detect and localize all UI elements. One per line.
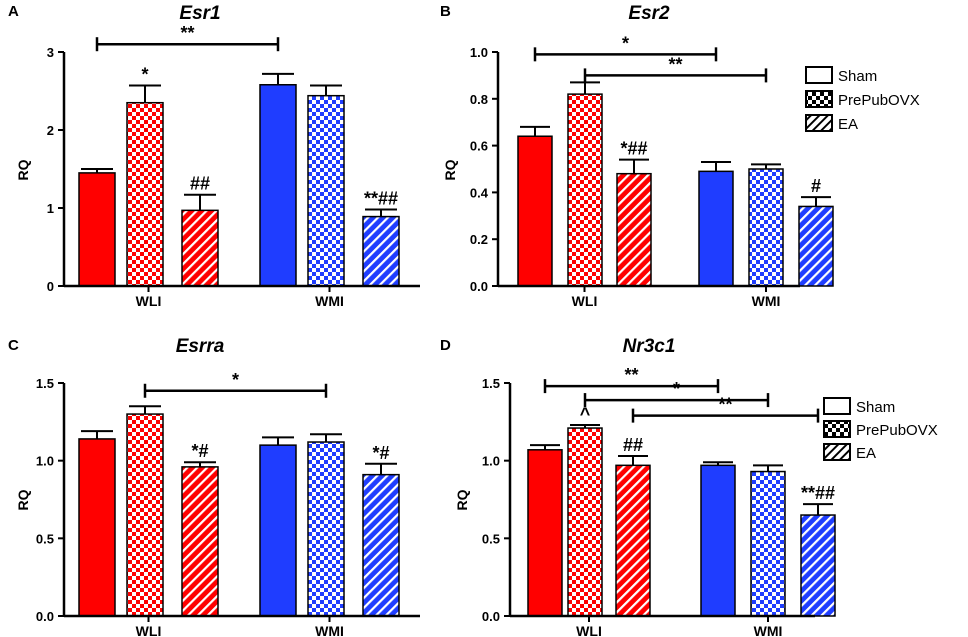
bar-wli-prepubovx (567, 427, 603, 617)
significance-label: **## (801, 483, 835, 503)
panel-letter: A (8, 3, 19, 20)
significance-label: ## (623, 435, 643, 455)
y-tick-label: 0 (47, 279, 54, 294)
bar-wli-ea (181, 209, 219, 287)
y-tick-label: 1.5 (482, 376, 500, 391)
group-label-wli: WLI (576, 623, 602, 637)
y-tick-label: 1.0 (36, 454, 54, 469)
significance-label: # (811, 176, 821, 196)
legend-label-ea: EA (838, 116, 858, 133)
bracket-label: ** (718, 395, 732, 415)
y-axis-label: RQ (454, 489, 470, 510)
bar-wmi-sham (259, 444, 297, 617)
bar-wmi-prepubovx (307, 94, 345, 287)
bar-wmi-sham (259, 84, 297, 287)
panel-a: A Esr1 RQ * ## **## 0 1 2 3 WLI WMI ** (8, 3, 420, 309)
y-tick-label: 1 (47, 201, 54, 216)
y-tick-label: 2 (47, 123, 54, 138)
legend-label-prepubovx: PrePubOVX (856, 422, 938, 439)
significance-label: *# (372, 443, 389, 463)
bar-wli-ea (181, 466, 219, 617)
chart-title: Esr2 (628, 3, 670, 24)
y-tick-label: 0.5 (482, 531, 500, 546)
bar-wmi-sham (698, 170, 734, 287)
legend-top: Sham PrePubOVX EA (805, 66, 920, 133)
y-tick-label: 1.0 (470, 45, 488, 60)
legend-label-prepubovx: PrePubOVX (838, 92, 920, 109)
y-axis-label: RQ (442, 159, 458, 180)
significance-label: *## (620, 139, 647, 159)
bar-wmi-prepubovx (307, 441, 345, 617)
y-tick-label: 0.0 (470, 279, 488, 294)
bar-wli-prepubovx (126, 413, 164, 617)
legend-swatch-sham (823, 397, 851, 415)
bar-wli-sham (517, 135, 553, 287)
y-axis-label: RQ (15, 489, 31, 510)
bar-wli-sham (78, 172, 116, 287)
legend-label-ea: EA (856, 445, 876, 462)
bracket-label: ** (668, 54, 682, 74)
y-tick-label: 0.0 (36, 609, 54, 624)
y-tick-label: 0.6 (470, 139, 488, 154)
panel-letter: B (440, 3, 451, 20)
y-tick-label: 3 (47, 45, 54, 60)
y-axis-label: RQ (15, 159, 31, 180)
bracket-label: ** (624, 365, 638, 385)
y-tick-label: 1.5 (36, 376, 54, 391)
bar-wli-ea (616, 172, 652, 287)
bar-wli-sham (527, 449, 563, 617)
group-label-wli: WLI (572, 293, 598, 309)
y-tick-label: 0.4 (470, 185, 489, 200)
group-label-wmi: WMI (315, 623, 344, 637)
legend-swatch-sham (805, 66, 833, 84)
legend-label-sham: Sham (856, 399, 895, 416)
bar-wmi-ea (362, 473, 400, 617)
bar-wmi-prepubovx (748, 168, 784, 287)
legend-swatch-prepubovx (805, 90, 833, 108)
bracket-label: * (232, 370, 239, 390)
bracket-label: * (673, 379, 680, 399)
bar-wli-sham (78, 438, 116, 617)
panel-letter: D (440, 337, 451, 354)
legend-swatch-ea (823, 443, 851, 461)
legend-swatch-ea (805, 114, 833, 132)
legend-bottom: Sham PrePubOVX EA (823, 397, 938, 462)
group-label-wli: WLI (136, 623, 162, 637)
bar-wmi-ea (800, 514, 836, 617)
legend-swatch-prepubovx (823, 420, 851, 438)
group-label-wli: WLI (136, 293, 162, 309)
significance-label: *# (191, 441, 208, 461)
bar-wmi-prepubovx (750, 470, 786, 617)
y-tick-label: 0.0 (482, 609, 500, 624)
bar-wmi-sham (700, 464, 736, 617)
significance-label: ^ (580, 404, 591, 424)
group-label-wmi: WMI (754, 623, 783, 637)
bracket-label: * (622, 33, 629, 53)
significance-label: **## (364, 189, 398, 209)
y-tick-label: 0.8 (470, 92, 488, 107)
group-label-wmi: WMI (752, 293, 781, 309)
panel-letter: C (8, 337, 19, 354)
bar-wli-prepubovx (567, 93, 603, 287)
bracket-label: ** (180, 23, 194, 43)
bar-wli-ea (615, 464, 651, 617)
bar-wli-prepubovx (126, 101, 164, 287)
group-label-wmi: WMI (315, 293, 344, 309)
y-tick-label: 0.2 (470, 232, 488, 247)
significance-label: * (141, 65, 148, 85)
panel-c: C Esrra RQ *# *# 0.0 0.5 1.0 1.5 WLI WMI * (8, 336, 420, 637)
chart-title: Esr1 (179, 3, 220, 24)
bar-wmi-ea (362, 215, 400, 287)
legend-label-sham: Sham (838, 68, 877, 85)
chart-title: Nr3c1 (623, 336, 676, 357)
chart-title: Esrra (176, 336, 225, 357)
y-tick-label: 1.0 (482, 454, 500, 469)
y-tick-label: 0.5 (36, 531, 54, 546)
bar-wmi-ea (798, 205, 834, 287)
significance-label: ## (190, 174, 210, 194)
